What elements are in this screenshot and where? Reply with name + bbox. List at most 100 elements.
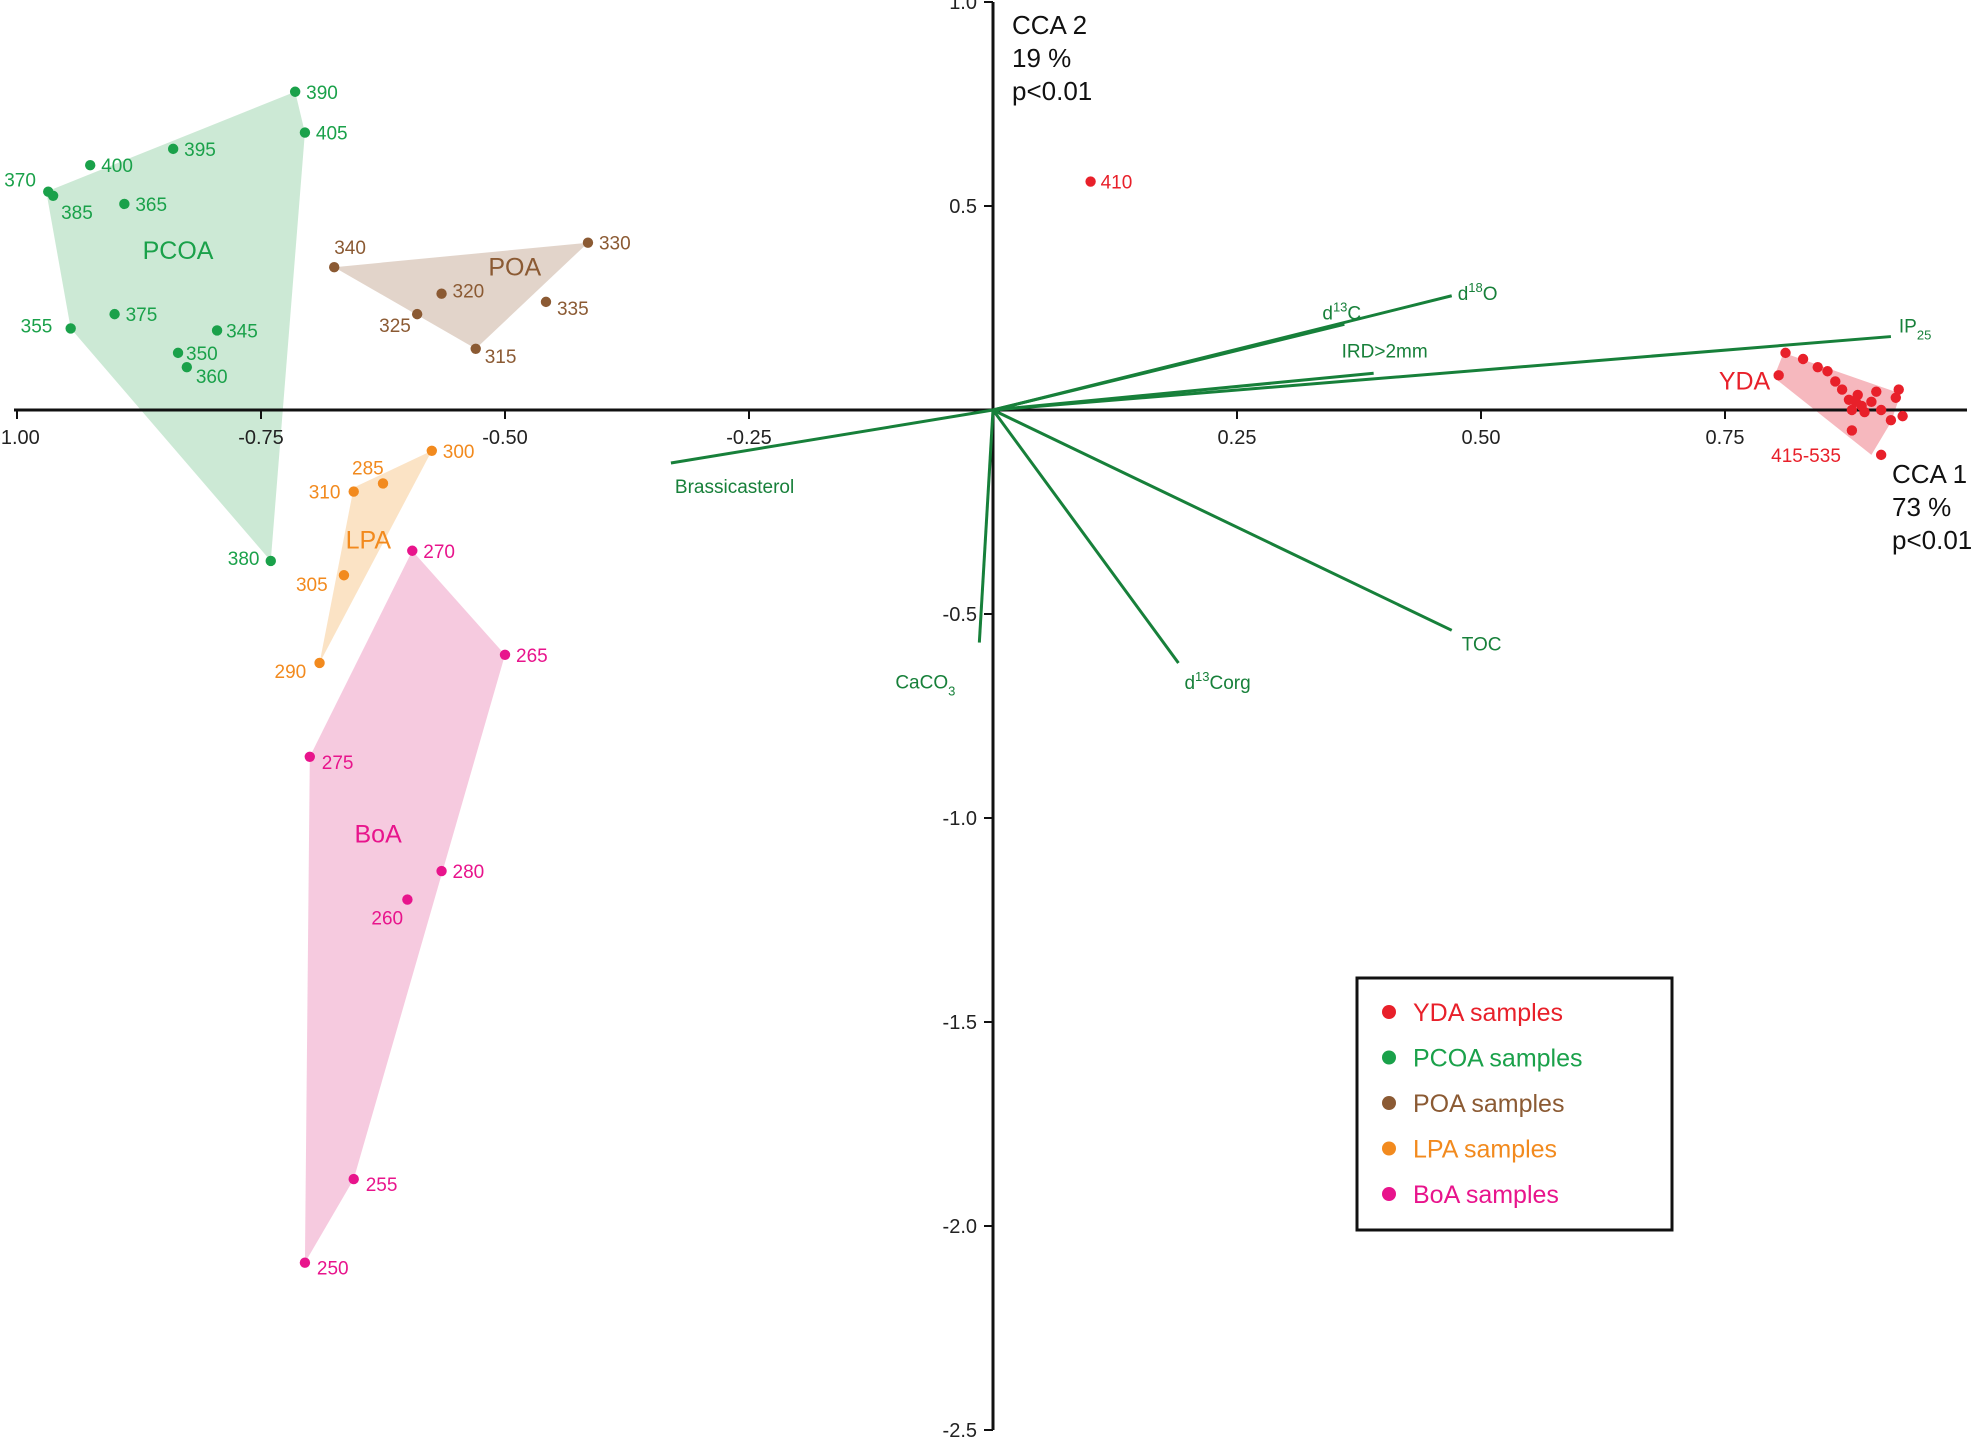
boa-point (348, 1173, 359, 1185)
legend-label-boa: BoA samples (1413, 1181, 1559, 1209)
y-tick-label: -0.5 (943, 604, 977, 626)
group-labels: YDA PCOA POA LPA BoA (143, 237, 1771, 848)
vector-d13corg (991, 409, 1180, 664)
yda-point-label: 410 (1101, 173, 1133, 194)
y-tick-label: -1.5 (943, 1012, 977, 1034)
poa-group-label: POA (488, 253, 541, 281)
sample-points: 410 415-535 390 405 395 400 370 385 365 375 355 345… (4, 83, 1908, 1280)
vector-label-ird-2mm: IRD>2mm (1342, 341, 1428, 362)
boa-point (436, 865, 447, 877)
pcoa-point-label: 395 (184, 140, 216, 161)
x-axis-name: CCA 1 (1892, 459, 1967, 489)
legend: YDA samples PCOA samples POA samples LPA sa… (1355, 976, 1674, 1232)
lpa-point (377, 478, 389, 489)
pcoa-point (172, 347, 184, 359)
poa-point-label: 325 (379, 316, 411, 337)
pcoa-point-label: 345 (226, 321, 258, 342)
pcoa-point-label: 370 (4, 171, 36, 192)
y-axis-name: CCA 2 (1012, 10, 1087, 40)
legend-label-poa: POA samples (1413, 1090, 1564, 1118)
boa-point-label: 280 (453, 862, 485, 883)
yda-point (1085, 176, 1096, 187)
pcoa-point-label: 405 (316, 124, 348, 145)
poa-point (540, 296, 552, 308)
vector-label-caco3: CaCO3 (895, 673, 955, 699)
pcoa-point (119, 198, 130, 210)
yda-point (1866, 396, 1877, 408)
yda-point (1871, 386, 1882, 397)
pcoa-point (109, 308, 120, 320)
vector-brassicasterol (670, 408, 994, 465)
lpa-point-label: 300 (443, 442, 475, 463)
pcoa-hull (46, 91, 305, 561)
vector-toc (992, 408, 1453, 632)
pcoa-point (265, 555, 276, 567)
vector-d18o (992, 294, 1453, 412)
boa-point (402, 894, 413, 905)
vector-label-toc: TOC (1462, 634, 1502, 655)
yda-point (1890, 392, 1902, 403)
lpa-point (426, 445, 437, 456)
poa-point-label: 340 (334, 238, 366, 259)
x-axis-title: CCA 1 73 % p<0.01 (1892, 459, 1971, 555)
lpa-hull (319, 450, 432, 663)
yda-point (1897, 410, 1908, 422)
yda-point-label: 415-535 (1771, 446, 1841, 467)
x-axis-significance: p<0.01 (1892, 525, 1971, 555)
legend-marker-yda (1382, 1005, 1396, 1019)
x-axis-variance: 73 % (1892, 492, 1951, 522)
yda-point (1812, 361, 1823, 373)
boa-point-label: 265 (516, 646, 548, 667)
legend-box (1355, 976, 1674, 1232)
pcoa-group-label: PCOA (143, 237, 214, 265)
yda-point (1875, 404, 1887, 416)
boa-point-label: 275 (322, 753, 354, 774)
boa-point (407, 545, 418, 556)
boa-point-label: 270 (423, 542, 455, 563)
pcoa-point-label: 390 (306, 83, 338, 104)
legend-label-lpa: LPA samples (1413, 1136, 1557, 1164)
yda-group-label: YDA (1719, 368, 1771, 396)
poa-point (411, 308, 423, 320)
x-tick-label: 0.75 (1706, 427, 1745, 449)
vector-label-d13corg: d13Corg (1184, 669, 1250, 694)
pcoa-point-label: 365 (135, 195, 167, 216)
vector-label-d18o: d18O (1458, 280, 1498, 305)
poa-hull (334, 242, 588, 349)
x-tick-label: -0.50 (482, 427, 528, 449)
y-axis-variance: 19 % (1012, 43, 1071, 73)
yda-point (1875, 449, 1887, 461)
pcoa-point (181, 361, 193, 373)
lpa-point-label: 305 (296, 575, 328, 596)
boa-point (304, 751, 315, 762)
yda-point (1830, 376, 1841, 387)
legend-label-yda: YDA samples (1413, 999, 1563, 1027)
lpa-point (338, 570, 350, 581)
legend-marker-pcoa (1382, 1050, 1396, 1065)
y-tick-label: 1.0 (949, 0, 977, 14)
x-tick-label: -0.25 (726, 427, 772, 449)
y-axis-title: CCA 2 19 % p<0.01 (1012, 10, 1092, 106)
yda-point (1885, 415, 1897, 426)
boa-point (499, 649, 511, 660)
pcoa-point (47, 190, 59, 201)
y-axis-significance: p<0.01 (1012, 76, 1092, 106)
lpa-point (314, 657, 325, 669)
boa-point-label: 260 (371, 909, 403, 930)
yda-point (1836, 384, 1848, 395)
legend-label-pcoa: PCOA samples (1413, 1045, 1583, 1073)
lpa-group-label: LPA (346, 527, 392, 555)
x-tick-label: -1.00 (0, 427, 40, 449)
x-tick-label: 0.25 (1218, 427, 1257, 449)
pcoa-point (167, 143, 179, 155)
yda-point (1822, 366, 1833, 377)
poa-point (329, 262, 340, 273)
y-tick-label: -1.0 (943, 808, 977, 830)
vector-label-brassicasterol: Brassicasterol (675, 477, 794, 498)
boa-point-label: 250 (317, 1259, 349, 1280)
poa-point (436, 288, 447, 299)
boa-point-label: 255 (366, 1175, 398, 1196)
